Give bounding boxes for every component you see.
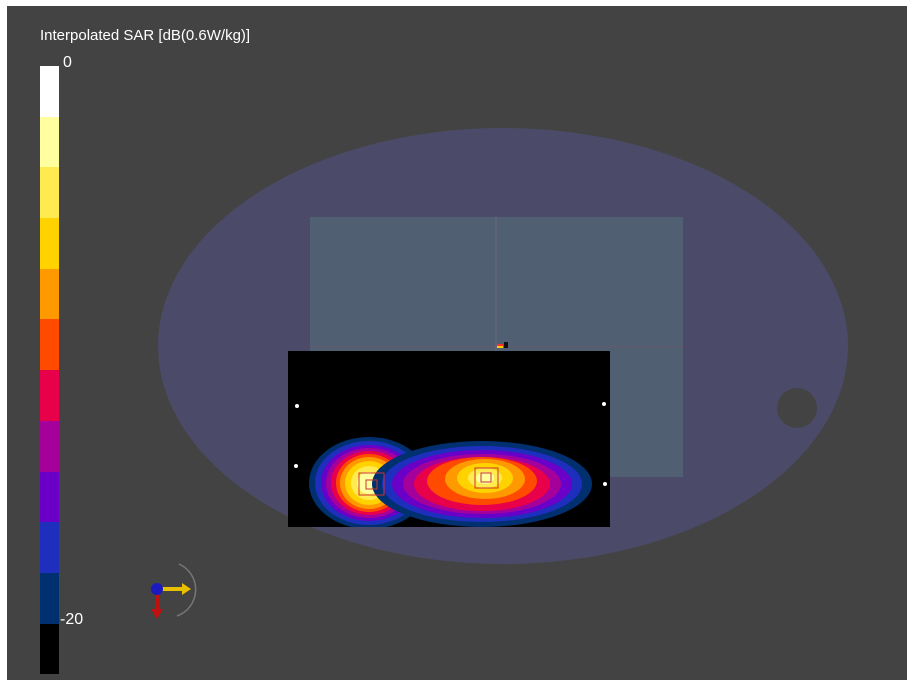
colorbar-segment [40,268,59,320]
colorbar-max-label: 0 [63,54,72,71]
colorbar-segment [40,66,59,117]
colorbar-min-label: -20 [60,611,84,628]
scene-canvas[interactable] [7,6,907,680]
colorbar-segment [40,167,59,219]
coordinate-axes-icon[interactable] [151,563,197,619]
colorbar-segment [40,370,59,421]
colorbar-segment [40,218,59,269]
colorbar-segment [40,471,59,523]
sar-map[interactable] [288,351,610,529]
colorbar-segment [40,572,59,624]
colorbar-segment [40,522,59,573]
origin-marker [497,342,508,348]
sar-viewport[interactable]: Interpolated SAR [dB(0.6W/kg)] 0 -20 [7,6,907,680]
colorbar-segment [40,116,59,168]
colorbar-segment [40,420,59,472]
colorbar [40,66,59,675]
legend-title: Interpolated SAR [dB(0.6W/kg)] [40,27,251,44]
phantom-hole [777,388,817,428]
colorbar-segment [40,623,59,675]
colorbar-segment [40,319,59,371]
